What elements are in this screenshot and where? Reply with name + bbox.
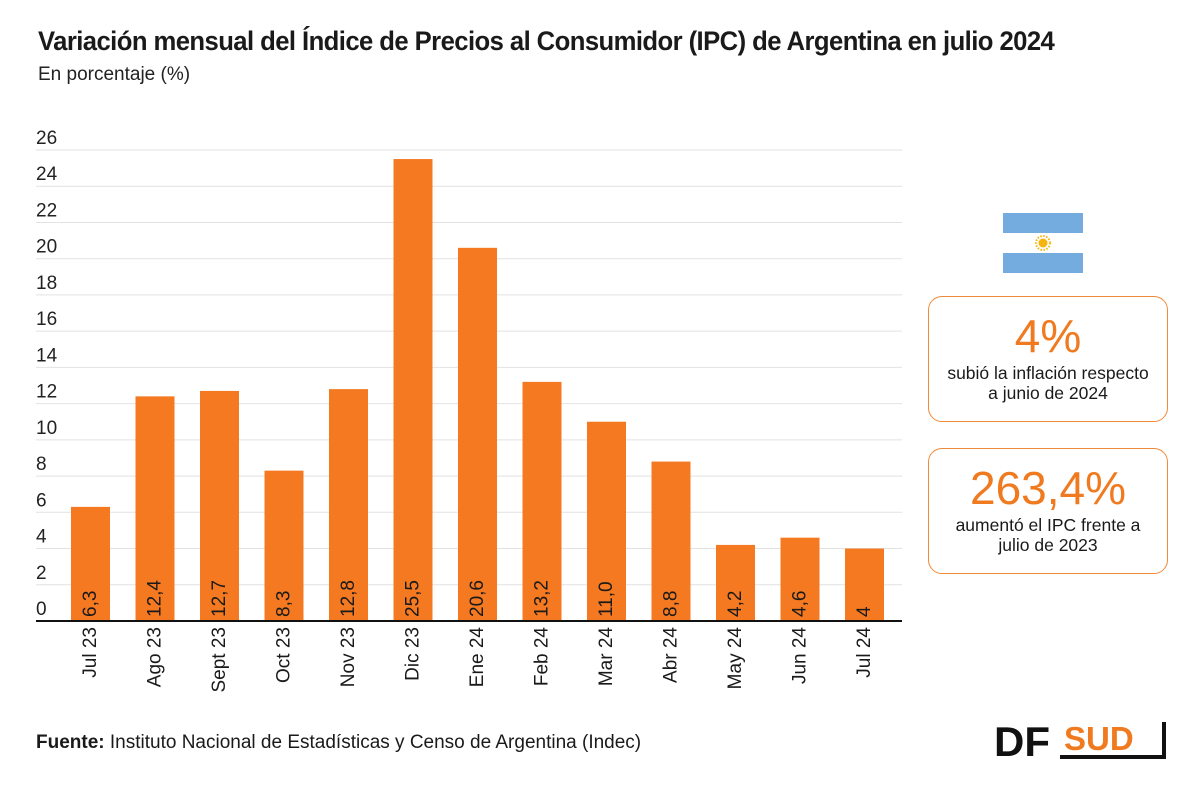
bar-value-label: 4,2 — [725, 591, 746, 617]
y-tick-label: 10 — [36, 418, 57, 439]
bar-value-label: 4 — [854, 606, 875, 617]
x-tick-label: May 24 — [725, 627, 746, 690]
bar-value-label: 4,6 — [790, 591, 811, 617]
bar-value-label: 12,4 — [145, 580, 166, 617]
x-tick-label: Jun 24 — [790, 627, 811, 684]
bar — [458, 247, 497, 622]
bar-value-label: 13,2 — [532, 580, 553, 617]
stat-description-line: julio de 2023 — [998, 535, 1098, 555]
stat-description-line: subió la inflación respecto — [947, 363, 1149, 383]
y-tick-label: 18 — [36, 273, 57, 294]
y-tick-label: 0 — [36, 599, 47, 620]
x-tick-label: Nov 23 — [338, 627, 359, 687]
y-tick-label: 8 — [36, 454, 47, 475]
y-tick-label: 16 — [36, 309, 57, 330]
bar — [135, 396, 175, 621]
bar-value-label: 12,8 — [338, 580, 359, 617]
bar — [780, 537, 820, 621]
x-tick-label: Ene 24 — [467, 627, 488, 688]
chart-subtitle: En porcentaje (%) — [38, 64, 191, 85]
bar-value-label: 8,3 — [274, 591, 295, 617]
logo-text-right: SUD — [1064, 720, 1134, 757]
x-tick-label: Ago 23 — [145, 627, 166, 687]
y-tick-label: 22 — [36, 200, 57, 221]
x-tick-label: Dic 23 — [403, 627, 424, 681]
y-tick-label: 6 — [36, 490, 47, 511]
y-tick-label: 26 — [36, 128, 57, 149]
bar — [716, 544, 755, 621]
y-tick-label: 14 — [36, 345, 58, 366]
bar — [200, 390, 239, 621]
chart-title: Variación mensual del Índice de Precios … — [38, 26, 1055, 56]
stat-card-monthly: 4% subió la inflación respecto a junio d… — [928, 296, 1168, 422]
argentina-flag-icon — [1003, 213, 1083, 273]
source-note: Fuente: Instituto Nacional de Estadístic… — [36, 732, 641, 754]
sun-of-may-icon — [1035, 235, 1051, 251]
stat-description-line: aumentó el IPC frente a — [955, 515, 1141, 535]
bar-value-label: 25,5 — [403, 580, 424, 617]
stat-description: aumentó el IPC frente a julio de 2023 — [929, 513, 1167, 555]
source-label: Fuente: — [36, 732, 105, 753]
stat-description-line: a junio de 2024 — [988, 383, 1108, 403]
y-tick-label: 12 — [36, 382, 57, 403]
bar-value-label: 6,3 — [80, 591, 101, 617]
bar-value-label: 8,8 — [661, 591, 682, 617]
x-tick-label: Abr 24 — [661, 627, 682, 683]
source-text: Instituto Nacional de Estadísticas y Cen… — [104, 732, 642, 753]
x-tick-label: Feb 24 — [532, 627, 553, 687]
y-tick-label: 2 — [36, 563, 47, 584]
bar — [651, 461, 691, 621]
stat-value: 263,4% — [969, 462, 1126, 514]
x-tick-label: Jul 24 — [854, 627, 875, 678]
stat-card-yearly: 263,4% aumentó el IPC frente a julio de … — [928, 448, 1168, 574]
y-tick-label: 20 — [36, 237, 57, 258]
x-tick-label: Sept 23 — [209, 627, 230, 693]
bar-value-label: 11,0 — [596, 581, 617, 617]
x-tick-label: Oct 23 — [274, 627, 295, 683]
bar-value-label: 20,6 — [467, 580, 488, 617]
bar — [522, 381, 562, 621]
bar — [264, 470, 304, 621]
bar — [393, 159, 433, 622]
bar — [845, 548, 884, 621]
x-tick-label: Mar 24 — [596, 627, 617, 687]
bar — [587, 421, 626, 621]
bar — [329, 389, 368, 621]
bar-value-label: 12,7 — [209, 580, 230, 617]
x-tick-label: Jul 23 — [80, 627, 101, 678]
dfsud-logo: DF SUD — [994, 716, 1172, 774]
stat-value: 4% — [1014, 310, 1082, 362]
stat-description: subió la inflación respecto a junio de 2… — [929, 361, 1167, 403]
y-tick-label: 4 — [36, 527, 47, 548]
bar — [71, 506, 110, 621]
logo-text-left: DF — [994, 718, 1050, 765]
y-tick-label: 24 — [36, 164, 58, 185]
